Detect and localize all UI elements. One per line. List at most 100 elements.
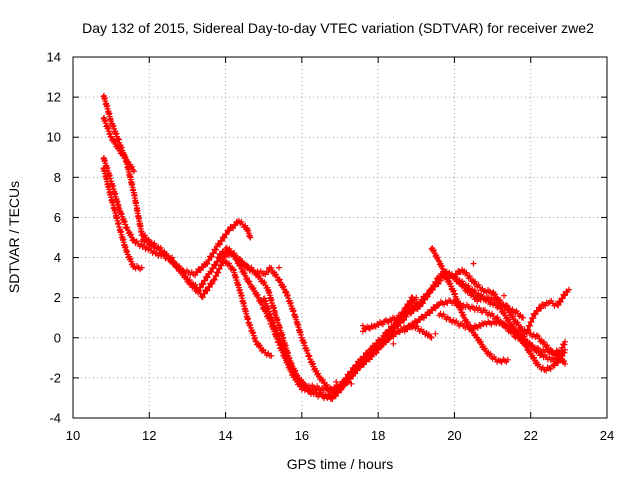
data-point-track-e (213, 262, 219, 269)
data-point-track-j (562, 338, 568, 345)
data-point-track-h (385, 336, 392, 343)
data-point-track-b (129, 163, 136, 170)
data-point-track-o (528, 319, 535, 325)
data-point-scattered (390, 340, 397, 347)
y-tick-label: 14 (47, 50, 61, 65)
data-point-track-j (401, 317, 408, 324)
data-point-track-g (250, 285, 257, 291)
data-point-track-d (138, 264, 145, 271)
grid (73, 57, 607, 418)
data-point-track-i (551, 362, 558, 369)
data-point-track-h (293, 371, 300, 378)
data-point-track-e (200, 281, 207, 288)
data-point-scattered (169, 254, 176, 261)
data-point-track-j (473, 294, 479, 301)
data-point-track-f (273, 271, 280, 278)
data-point-track-o (527, 322, 534, 329)
data-point-track-f (323, 381, 330, 388)
data-point-scattered (432, 330, 439, 337)
data-point-track-l (487, 350, 494, 357)
y-tick-label: -4 (49, 411, 61, 426)
data-point-track-o (538, 305, 545, 312)
data-point-track-o (555, 302, 562, 309)
data-point-track-o (534, 308, 541, 315)
data-point-track-a (213, 246, 220, 253)
data-point-track-h (359, 360, 366, 367)
data-point-track-e (170, 259, 177, 266)
data-point-track-h (345, 379, 351, 386)
data-point-track-n (466, 273, 473, 279)
data-point-track-j (417, 303, 424, 310)
data-point-track-e (210, 265, 217, 272)
y-tick-label: 0 (54, 330, 61, 345)
data-point-track-g (233, 254, 240, 261)
data-point-track-h (341, 382, 348, 389)
data-point-track-f (280, 283, 287, 290)
data-point-track-h (428, 334, 435, 341)
data-point-track-k (561, 358, 568, 364)
y-tick-label: 2 (54, 290, 61, 305)
x-tick-label: 18 (371, 428, 385, 443)
data-point-track-j (420, 300, 426, 307)
data-point-track-j (460, 282, 467, 289)
data-point-track-e (174, 262, 180, 269)
data-point-scattered (348, 380, 355, 387)
data-point-track-k (435, 302, 441, 309)
y-tick-label: -2 (49, 370, 61, 385)
data-point-track-j (456, 278, 463, 285)
x-tick-label: 12 (142, 428, 156, 443)
data-point-track-c (213, 273, 220, 280)
data-point-track-o (542, 302, 549, 309)
data-point-track-n (492, 291, 499, 298)
data-point-track-h (332, 392, 339, 399)
x-axis-label: GPS time / hours (287, 456, 394, 472)
data-point-track-f (214, 254, 221, 261)
data-point-track-b (122, 154, 129, 160)
data-point-track-l (430, 247, 437, 254)
data-point-track-c (211, 276, 218, 283)
data-point-track-h (335, 389, 342, 396)
data-point-track-i (505, 316, 512, 323)
data-point-track-n (463, 269, 470, 276)
data-point-track-a (218, 238, 225, 244)
data-point-track-j (426, 290, 433, 297)
data-point-track-c (204, 287, 211, 294)
data-point-track-h (329, 395, 336, 402)
data-point-scattered (266, 264, 273, 271)
data-point-track-c (209, 280, 216, 287)
data-point-track-o (532, 311, 539, 318)
data-point-track-l (472, 331, 479, 338)
data-point-track-m (516, 327, 523, 334)
data-point-track-b (105, 124, 112, 131)
data-point-track-j (395, 323, 402, 330)
data-point-track-h (284, 354, 291, 361)
data-point-track-l (434, 254, 441, 261)
data-point-track-l (438, 262, 445, 269)
data-point-track-c (226, 260, 232, 267)
data-point-track-e (261, 279, 268, 286)
data-point-track-g (254, 291, 261, 298)
data-point-track-m (538, 351, 544, 357)
data-point-track-l (443, 273, 450, 279)
data-point-track-c (199, 294, 206, 301)
data-point-track-h (427, 333, 434, 340)
data-point-track-i (501, 309, 508, 316)
data-point-track-j (429, 286, 436, 292)
data-point-track-e (197, 284, 204, 291)
chart-title: Day 132 of 2015, Sidereal Day-to-day VTE… (82, 20, 594, 36)
data-point-track-c (124, 224, 131, 231)
data-point-track-i (555, 359, 561, 366)
data-point-track-m (558, 352, 565, 359)
y-axis-label: SDTVAR / TECUs (6, 181, 22, 293)
x-tick-label: 14 (218, 428, 232, 443)
data-point-track-a (247, 234, 254, 241)
data-point-track-h (347, 376, 354, 383)
data-point-track-g (246, 278, 253, 285)
data-point-track-c (128, 231, 134, 238)
data-point-track-c (118, 210, 125, 217)
data-point-track-o (557, 298, 564, 305)
data-point-track-c (206, 284, 213, 291)
data-point-track-h (372, 347, 379, 354)
y-tick-label: 8 (54, 170, 61, 185)
